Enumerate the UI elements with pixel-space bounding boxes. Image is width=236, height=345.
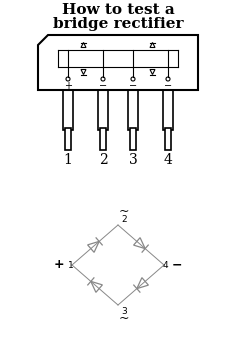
Bar	[100, 128, 106, 150]
Text: 1: 1	[63, 153, 72, 167]
Text: −: −	[164, 81, 172, 91]
Text: ~: ~	[119, 312, 129, 325]
Bar	[130, 128, 136, 150]
Bar	[98, 90, 108, 130]
Text: 4: 4	[164, 153, 173, 167]
Bar	[65, 128, 71, 150]
Text: 4: 4	[162, 260, 168, 269]
Text: 1: 1	[68, 260, 74, 269]
Text: 2: 2	[99, 153, 107, 167]
Polygon shape	[38, 35, 198, 90]
Text: 3: 3	[121, 307, 127, 316]
Text: 2: 2	[121, 215, 127, 224]
Text: +: +	[53, 258, 64, 272]
Text: +: +	[64, 81, 72, 91]
Bar	[165, 128, 171, 150]
Text: −: −	[172, 258, 182, 272]
Bar	[63, 90, 73, 130]
Text: How to test a: How to test a	[62, 3, 174, 17]
Text: −: −	[129, 81, 137, 91]
Text: ~: ~	[119, 205, 129, 218]
Bar	[163, 90, 173, 130]
Bar	[128, 90, 138, 130]
Text: 3: 3	[129, 153, 137, 167]
Text: bridge rectifier: bridge rectifier	[53, 17, 183, 31]
Text: −: −	[99, 81, 107, 91]
